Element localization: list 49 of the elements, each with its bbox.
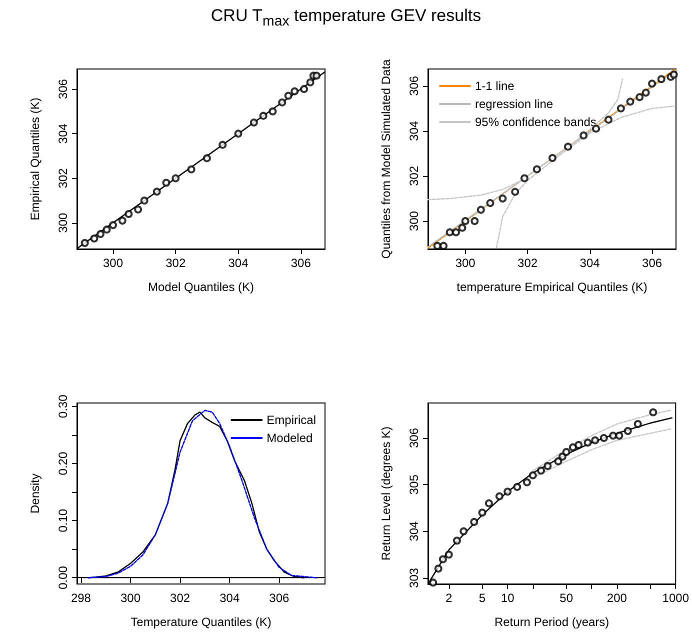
y-tick-label: 0.20 xyxy=(56,452,70,476)
y-tick-label: 300 xyxy=(56,212,70,233)
y-tick-label: 304 xyxy=(56,123,70,144)
x-tick-label: 50 xyxy=(560,591,574,605)
x-tick-label: 302 xyxy=(166,256,186,270)
y-tick-label: 303 xyxy=(407,568,421,588)
legend-label: Modeled xyxy=(266,431,313,445)
x-axis-title: temperature Empirical Quantiles (K) xyxy=(456,280,648,294)
y-axis-title: Quantiles from Model Simulated Data xyxy=(379,58,393,259)
legend-label: 95% confidence bands xyxy=(475,115,596,129)
x-tick-label: 5 xyxy=(478,591,486,605)
x-tick-label: 306 xyxy=(290,256,312,270)
y-tick-label: 306 xyxy=(56,78,70,100)
x-tick-label: 200 xyxy=(606,591,628,605)
x-tick-label: 304 xyxy=(228,256,249,270)
x-tick-label: 302 xyxy=(170,591,190,605)
y-axis-title: Empirical Quantiles (K) xyxy=(28,98,42,220)
y-tick-label: 302 xyxy=(56,168,70,188)
legend-label: Empirical xyxy=(266,413,316,427)
y-axis-title: Density xyxy=(28,473,42,514)
y-axis-title: Return Level (degrees K) xyxy=(379,426,393,561)
y-tick-label: 304 xyxy=(407,520,421,542)
legend-label: 1-1 line xyxy=(475,79,515,93)
y-tick-label: 305 xyxy=(407,474,421,495)
x-tick-label: 306 xyxy=(269,591,290,605)
x-tick-label: 1000 xyxy=(662,591,690,605)
y-tick-label: 302 xyxy=(407,166,421,186)
x-tick-label: 298 xyxy=(70,591,92,605)
x-axis-title: Temperature Quantiles (K) xyxy=(130,615,272,629)
x-tick-label: 300 xyxy=(120,591,141,605)
legend-label: regression line xyxy=(475,97,554,111)
x-tick-label: 302 xyxy=(518,256,538,270)
x-axis-title: Return Period (years) xyxy=(494,615,610,629)
y-tick-label: 0.10 xyxy=(56,508,70,532)
x-tick-label: 300 xyxy=(455,256,476,270)
x-tick-label: 2 xyxy=(445,591,452,605)
chart-title: CRU T$_{max}$ temperature GEV results xyxy=(210,6,482,30)
x-tick-label: 300 xyxy=(102,256,124,270)
y-tick-label: 306 xyxy=(407,76,421,96)
x-tick-label: 304 xyxy=(220,591,240,605)
y-tick-label: 304 xyxy=(407,120,421,141)
x-tick-label: 10 xyxy=(500,591,515,605)
x-tick-label: 306 xyxy=(642,256,662,270)
x-axis-title: Model Quantiles (K) xyxy=(148,280,254,294)
y-tick-label: 0.30 xyxy=(56,394,70,418)
y-tick-label: 300 xyxy=(407,210,421,232)
x-tick-label: 304 xyxy=(580,256,600,270)
y-tick-label: 306 xyxy=(407,428,421,448)
y-tick-label: 0.00 xyxy=(56,566,70,590)
